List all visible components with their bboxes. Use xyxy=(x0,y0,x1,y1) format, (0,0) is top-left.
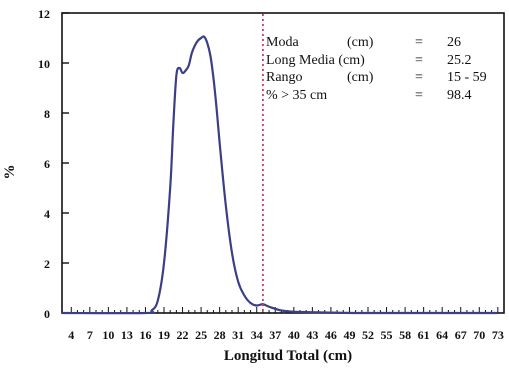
stats-equals: = xyxy=(415,53,423,68)
x-axis-label: Longitud Total (cm) xyxy=(224,348,352,364)
series-layer xyxy=(61,35,498,315)
x-tick-label: 22 xyxy=(177,328,189,342)
x-tick-label: 46 xyxy=(325,328,337,342)
y-tick-label: 8 xyxy=(44,107,50,121)
x-tick-label: 13 xyxy=(121,328,133,342)
x-tick-label: 16 xyxy=(139,328,151,342)
y-tick-label: 6 xyxy=(44,157,50,171)
stats-unit: (cm) xyxy=(347,35,374,50)
plot-area xyxy=(61,12,505,314)
y-tick-label: 2 xyxy=(44,257,50,271)
x-tick-label: 31 xyxy=(232,328,244,342)
x-tick-label: 58 xyxy=(399,328,411,342)
x-tick-label: 40 xyxy=(288,328,300,342)
stats-value: 15 - 59 xyxy=(447,70,487,85)
stats-box: Moda (cm) = 26 Long Media (cm) = 25.2 Rango (cm)… xyxy=(266,35,487,103)
y-tick-label: 0 xyxy=(44,307,50,321)
x-tick-label: 67 xyxy=(455,328,467,342)
stats-label: Rango xyxy=(266,70,303,85)
y-axis-label: % xyxy=(2,165,18,180)
y-tick-label: 12 xyxy=(38,7,50,21)
x-tick-label: 73 xyxy=(492,328,504,342)
stats-unit: (cm) xyxy=(347,70,374,85)
stats-value: 25.2 xyxy=(447,53,472,68)
x-tick-label: 61 xyxy=(418,328,430,342)
plot-frame xyxy=(61,12,505,314)
stats-equals: = xyxy=(415,35,423,50)
y-tick-label: 10 xyxy=(38,57,50,71)
x-tick-label: 49 xyxy=(343,328,355,342)
x-tick-label: 10 xyxy=(102,328,114,342)
stats-value: 98.4 xyxy=(447,88,472,103)
x-tick-label: 34 xyxy=(251,328,263,342)
x-tick-label: 25 xyxy=(195,328,207,342)
stats-label: % > 35 cm xyxy=(266,88,327,103)
stats-value: 26 xyxy=(447,35,461,50)
stats-equals: = xyxy=(415,88,423,103)
x-tick-label: 37 xyxy=(269,328,281,342)
stats-equals: = xyxy=(415,70,423,85)
x-tick-label: 70 xyxy=(473,328,485,342)
x-axis-ticks: 4 7 10 13 16 19 22 25 28 31 34 37 40 43 46 49 52 55 58 61 64… xyxy=(68,307,504,342)
x-tick-label: 64 xyxy=(436,328,448,342)
series-line xyxy=(61,35,498,315)
x-tick-label: 55 xyxy=(381,328,393,342)
x-tick-label: 28 xyxy=(214,328,226,342)
x-tick-label: 52 xyxy=(362,328,374,342)
x-tick-label: 43 xyxy=(306,328,318,342)
x-tick-label: 7 xyxy=(87,328,93,342)
stats-label: Moda xyxy=(266,35,299,50)
y-tick-label: 4 xyxy=(44,207,50,221)
x-tick-label: 19 xyxy=(158,328,170,342)
x-tick-label: 4 xyxy=(68,328,74,342)
stats-label: Long Media (cm) xyxy=(266,53,365,68)
